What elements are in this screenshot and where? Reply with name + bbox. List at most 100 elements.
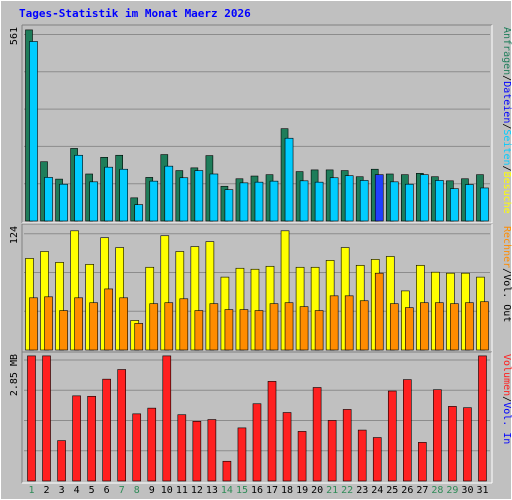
legend-entry: / [501, 123, 512, 129]
x-tick-label: 27 [416, 485, 428, 496]
bar-dateien [359, 180, 369, 222]
bar-dateien [194, 170, 204, 222]
bar-volumen [162, 355, 172, 482]
x-tick-label: 2 [44, 485, 50, 496]
x-tick-label: 20 [311, 485, 323, 496]
x-tick-label: 30 [461, 485, 473, 496]
bar-volumen [102, 378, 111, 482]
bar-dateien [374, 174, 384, 222]
legend-entry: Vol. In [501, 402, 512, 444]
x-tick-label: 25 [386, 485, 398, 496]
bar-besuche [239, 309, 249, 351]
bar-besuche [299, 306, 309, 351]
bar-dateien [450, 188, 459, 222]
bar-volumen [448, 406, 457, 482]
bar-dateien [299, 180, 309, 222]
bar-dateien [89, 181, 98, 222]
bar-dateien [480, 187, 489, 222]
bar-volumen [463, 407, 472, 482]
bar-besuche [164, 302, 174, 351]
x-tick-label: 22 [341, 485, 353, 496]
bar-besuche [59, 310, 68, 351]
bar-dateien [179, 177, 189, 222]
bar-volumen [433, 389, 442, 482]
x-tick-label: 15 [236, 485, 248, 496]
x-tick-label: 28 [431, 485, 443, 496]
bar-volumen [357, 429, 367, 482]
bar-besuche [119, 297, 128, 351]
bar-volumen [372, 437, 382, 482]
bar-besuche [254, 310, 264, 351]
bar-dateien [224, 189, 234, 222]
bar-besuche [134, 323, 144, 351]
bar-volumen [87, 395, 96, 482]
x-tick-label: 16 [251, 485, 263, 496]
bar-besuche [149, 303, 159, 351]
bar-dateien [329, 177, 339, 222]
page-title: Tages-Statistik im Monat Maerz 2026 [19, 7, 251, 20]
y-max-label: 561 [9, 27, 20, 45]
legend-label: Rechner/Vol. Out [501, 226, 512, 322]
bar-volumen [297, 431, 307, 482]
bar-dateien [119, 168, 128, 222]
bar-besuche [89, 302, 98, 351]
bar-volumen [222, 460, 232, 482]
bar-dateien [435, 180, 444, 222]
bar-volumen [237, 427, 247, 482]
bar-dateien [254, 181, 264, 222]
bar-besuche [389, 303, 399, 351]
legend-entry: Vol. Out [501, 274, 512, 322]
bar-dateien [59, 183, 68, 222]
bar-dateien [269, 180, 279, 222]
legend-entry: / [501, 166, 512, 172]
bar-volumen [312, 387, 322, 482]
x-tick-label: 17 [266, 485, 278, 496]
x-tick-label: 3 [59, 485, 65, 496]
x-tick-label: 13 [206, 485, 218, 496]
bar-besuche [405, 307, 414, 351]
bar-volumen [27, 355, 36, 482]
x-tick-label: 19 [296, 485, 308, 496]
bar-besuche [179, 298, 189, 351]
bar-dateien [44, 177, 53, 222]
bar-volumen [147, 407, 157, 482]
bar-dateien [149, 180, 159, 222]
legend-entry: Anfragen [501, 27, 512, 75]
y-max-label: 2.85 MB [9, 354, 20, 396]
bar-volumen [252, 403, 262, 482]
bar-volumen [207, 419, 217, 482]
legend-entry: Volumen [501, 354, 512, 396]
bar-besuche [209, 303, 219, 351]
legend-entry: / [501, 268, 512, 274]
bar-dateien [134, 204, 144, 222]
x-tick-label: 1 [29, 485, 35, 496]
bar-besuche [344, 295, 354, 351]
bar-volumen [267, 381, 277, 482]
bar-volumen [327, 420, 337, 482]
x-tick-label: 26 [401, 485, 413, 496]
bar-dateien [344, 175, 354, 222]
bar-volumen [132, 413, 142, 482]
legend-entry: / [501, 396, 512, 402]
bar-besuche [465, 302, 474, 351]
x-tick-label: 4 [74, 485, 80, 496]
x-tick-label: 18 [281, 485, 293, 496]
x-tick-label: 11 [176, 485, 188, 496]
bar-besuche [224, 309, 234, 351]
bar-volumen [117, 369, 126, 482]
bar-besuche [420, 302, 429, 351]
x-tick-label: 14 [221, 485, 233, 496]
x-tick-label: 6 [104, 485, 110, 496]
legend-entry: Seiten [501, 129, 512, 165]
bar-besuche [480, 301, 489, 351]
bar-volumen [72, 395, 81, 482]
bar-dateien [164, 165, 174, 222]
bar-besuche [329, 295, 339, 351]
bar-volumen [387, 390, 397, 482]
legend-label: Volumen/Vol. In [501, 354, 512, 444]
legend-entry: / [501, 75, 512, 81]
bar-dateien [74, 154, 83, 222]
x-tick-label: 29 [446, 485, 458, 496]
bar-dateien [420, 174, 429, 222]
